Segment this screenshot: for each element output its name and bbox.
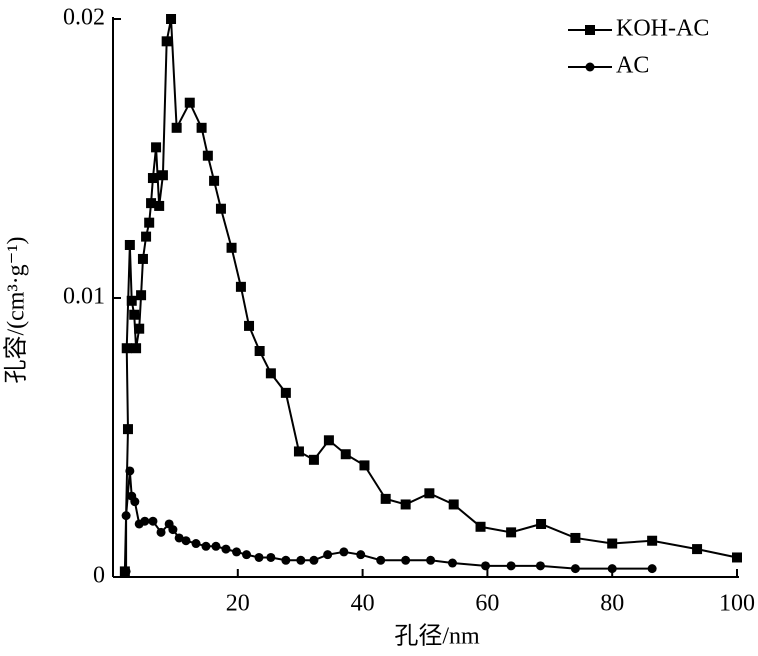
marker [174, 533, 184, 543]
marker [308, 454, 319, 465]
marker [125, 466, 135, 476]
marker [401, 555, 411, 565]
marker [356, 550, 366, 560]
y-tick-label: 0 [93, 563, 105, 589]
marker [475, 521, 486, 532]
marker [340, 449, 351, 460]
x-axis-label: 孔径/nm [394, 623, 480, 650]
marker [156, 527, 166, 537]
marker [126, 295, 137, 306]
marker [226, 242, 237, 253]
marker [129, 309, 140, 320]
marker [166, 14, 177, 24]
marker [168, 525, 178, 535]
marker [140, 516, 150, 526]
marker [184, 97, 195, 108]
marker [448, 499, 459, 510]
marker [570, 564, 580, 574]
y-tick-label: 0.01 [63, 284, 105, 310]
y-tick-label: 0.02 [63, 5, 105, 31]
marker [161, 36, 172, 47]
marker [211, 541, 221, 551]
marker [647, 564, 657, 574]
legend-label: KOH-AC [616, 16, 709, 42]
y-axis-label: 孔容/(cm³·g⁻¹) [3, 236, 30, 383]
marker [131, 343, 142, 354]
marker [209, 175, 220, 186]
marker [266, 552, 276, 562]
marker [235, 281, 246, 292]
x-tick-label: 40 [351, 591, 375, 617]
marker [280, 387, 291, 398]
marker [157, 170, 168, 181]
marker [221, 544, 231, 554]
marker [124, 239, 135, 250]
marker [134, 323, 145, 334]
marker [536, 518, 547, 529]
marker [232, 547, 242, 557]
marker [144, 217, 155, 228]
marker [380, 493, 391, 504]
marker [481, 561, 491, 571]
marker [570, 532, 581, 543]
marker [121, 343, 132, 354]
marker [146, 198, 157, 209]
marker [359, 460, 370, 471]
x-tick-label: 60 [475, 591, 499, 617]
marker [191, 539, 201, 549]
marker [296, 555, 306, 565]
marker [281, 555, 291, 565]
legend-label: AC [616, 53, 649, 79]
marker [201, 541, 211, 551]
marker [148, 516, 158, 526]
marker [121, 566, 131, 576]
x-tick-label: 20 [226, 591, 250, 617]
marker [692, 544, 703, 555]
x-tick-label: 80 [600, 591, 624, 617]
marker [506, 527, 517, 538]
x-tick-label: 100 [719, 591, 755, 617]
marker [154, 200, 165, 211]
marker [130, 497, 140, 507]
marker [196, 122, 207, 133]
marker [242, 550, 252, 560]
marker [447, 558, 457, 568]
marker [254, 346, 265, 357]
marker [137, 253, 148, 264]
marker [339, 547, 349, 557]
marker [122, 424, 133, 435]
marker [647, 535, 658, 546]
marker [607, 538, 618, 549]
marker [151, 142, 162, 153]
marker [323, 435, 334, 446]
marker [585, 62, 595, 72]
marker [607, 564, 617, 574]
marker [585, 25, 595, 35]
marker [265, 368, 276, 379]
marker [181, 536, 191, 546]
marker [376, 555, 386, 565]
marker [215, 203, 226, 214]
marker [136, 290, 147, 301]
marker [424, 488, 435, 499]
marker [244, 320, 255, 331]
marker [147, 173, 158, 184]
marker [141, 231, 152, 242]
marker [400, 499, 411, 510]
marker [254, 552, 264, 562]
marker [535, 561, 545, 571]
marker [121, 511, 131, 521]
marker [506, 561, 516, 571]
marker [732, 552, 742, 563]
marker [202, 150, 213, 161]
marker [426, 555, 436, 565]
marker [293, 446, 304, 457]
marker [171, 122, 182, 133]
series-line [125, 470, 653, 572]
marker [323, 550, 333, 560]
marker [309, 555, 319, 565]
